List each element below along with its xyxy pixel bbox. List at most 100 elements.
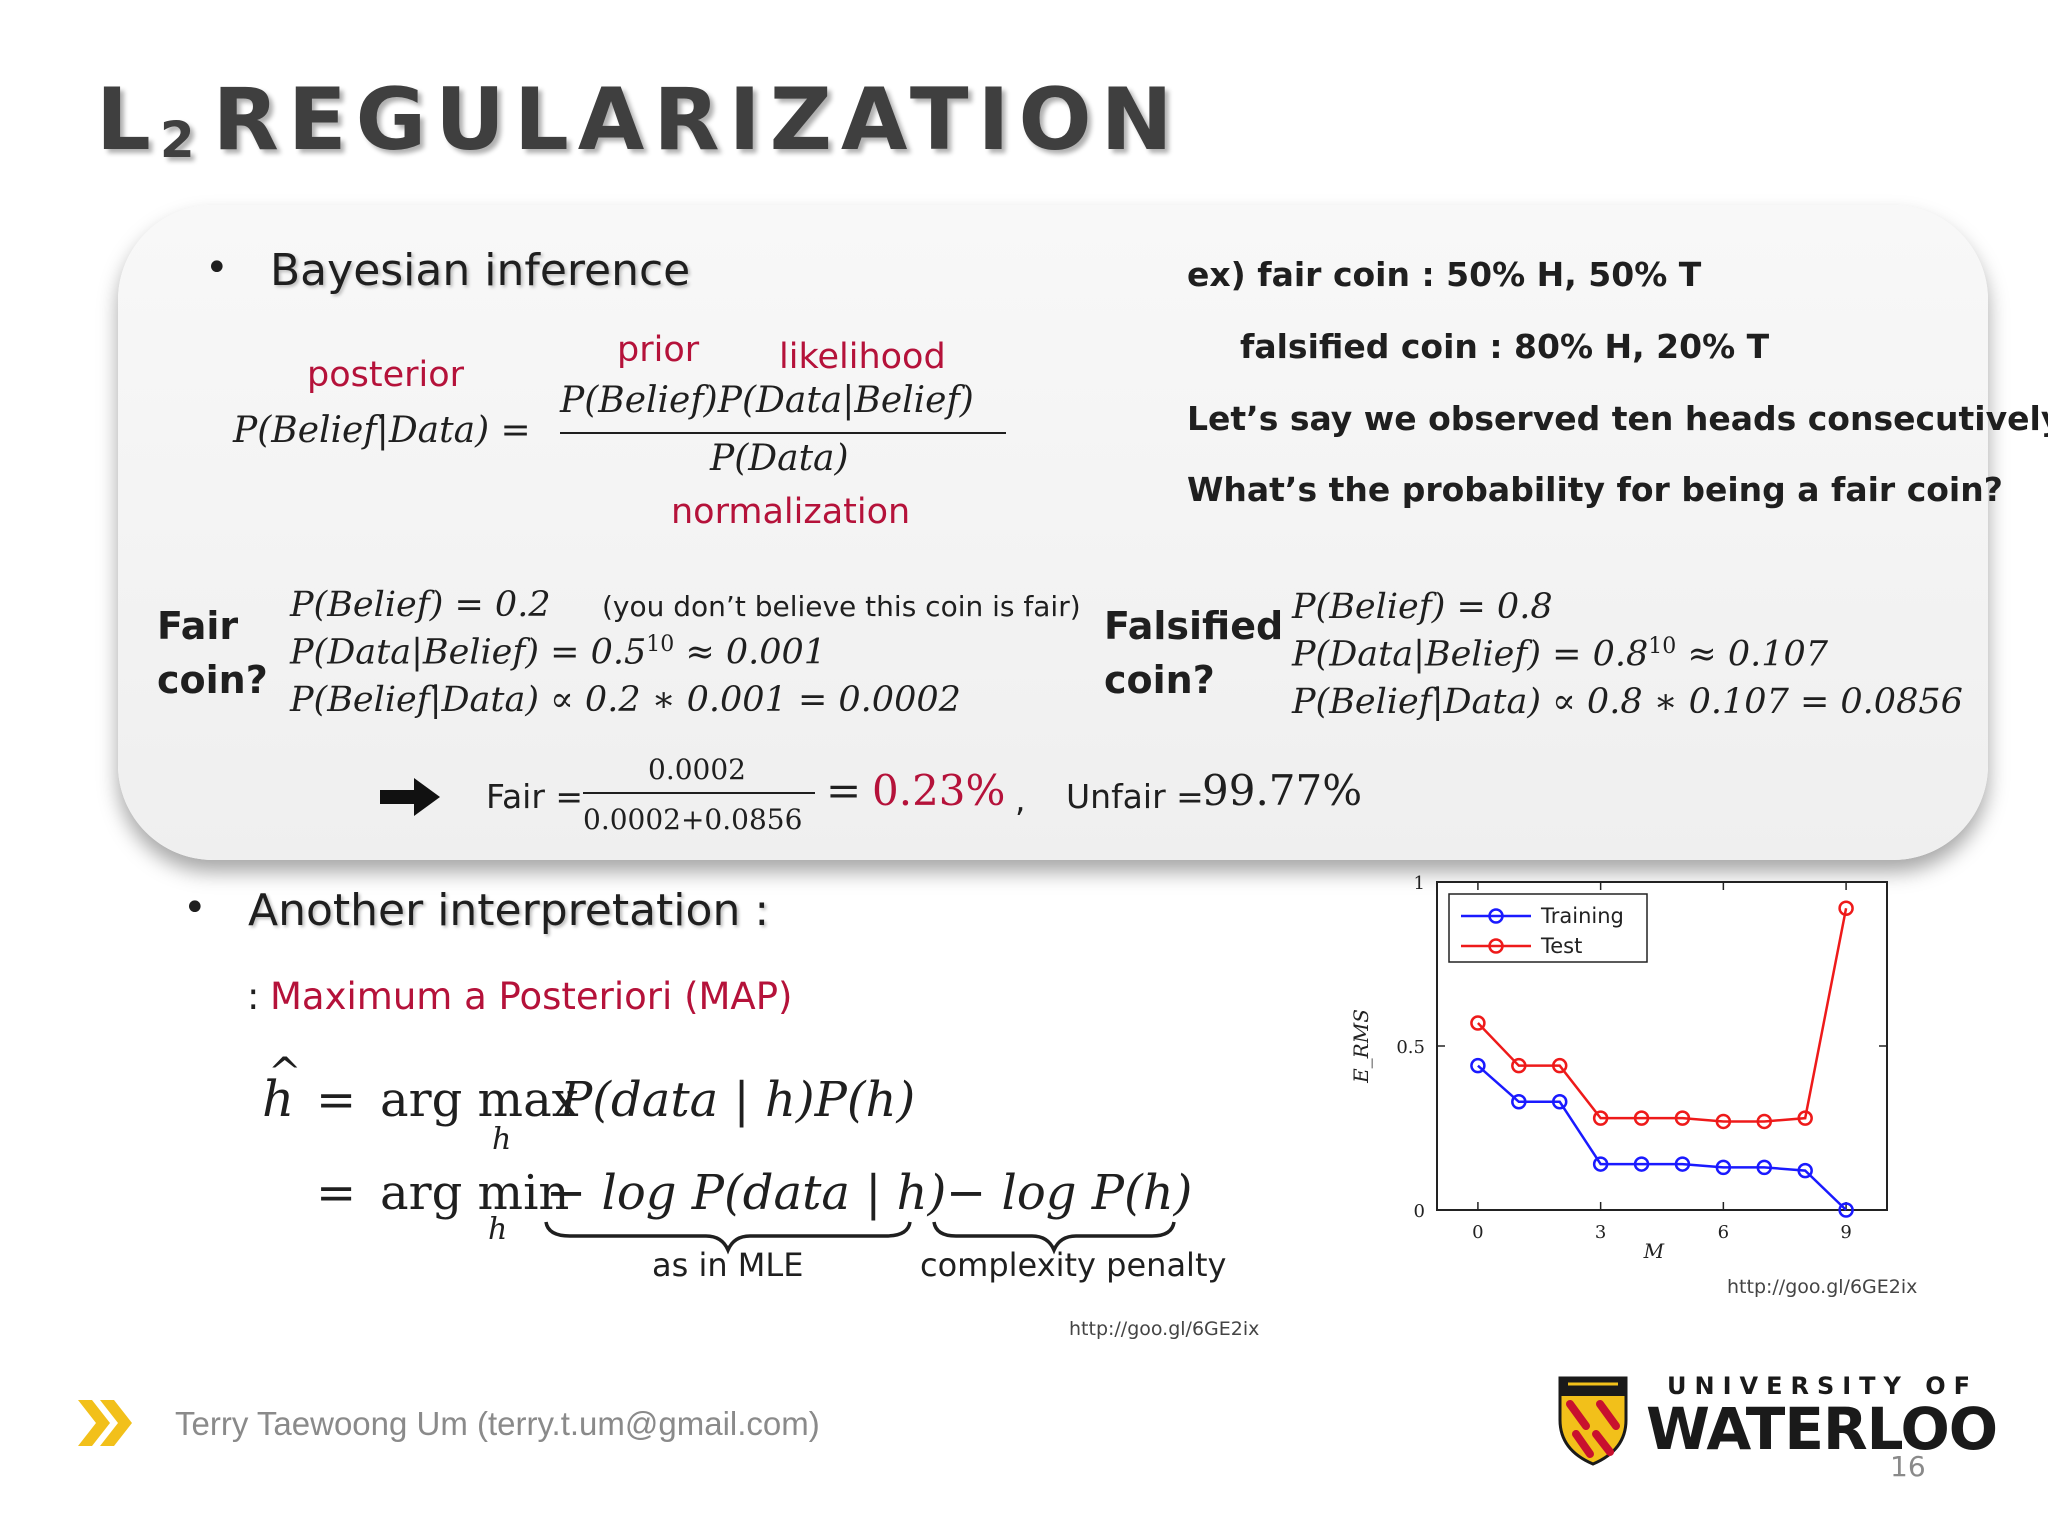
data-point-training — [1551, 1094, 1568, 1110]
hat-accent-icon: ^ — [268, 1050, 302, 1096]
waterloo-text: WATERLOO — [1646, 1395, 1998, 1463]
bayes-heading: Bayesian inference — [270, 245, 691, 296]
map-colon: : — [247, 975, 260, 1018]
map-expr-2b: − log P(h) — [946, 1165, 1193, 1221]
chevron-double-right-icon — [78, 1400, 132, 1446]
data-point-test — [1756, 1113, 1773, 1130]
map-equals-2: = — [316, 1165, 357, 1221]
bayes-lhs: P(Belief|Data) = — [233, 410, 531, 451]
legend-marker — [1488, 938, 1504, 954]
y-axis-label: E_RMS — [1349, 1009, 1373, 1084]
erms-chart: 0 3 6 9 0 0.5 1 M E_RMS Training Test — [1349, 873, 1888, 1260]
data-point-training — [1838, 1202, 1854, 1218]
y-tick-label: 0.5 — [1396, 1037, 1425, 1058]
university-of-text: UNIVERSITY OF — [1667, 1372, 1979, 1400]
underbrace-mle — [544, 1221, 912, 1255]
label-likelihood: likelihood — [779, 337, 946, 377]
data-point-training — [1470, 1057, 1486, 1074]
data-point-training — [1592, 1156, 1609, 1172]
x-tick-label: 9 — [1840, 1222, 1851, 1243]
waterloo-crest-logo — [1558, 1376, 1628, 1466]
series-line-test — [1477, 908, 1848, 1123]
data-point-test — [1511, 1057, 1527, 1074]
arrow-right-icon — [380, 778, 440, 816]
unfair-result-label: Unfair = — [1066, 777, 1204, 816]
fair-eq-2: P(Data|Belief) = 0.510 ≈ 0.001 — [290, 632, 827, 673]
data-point-training — [1756, 1159, 1773, 1176]
bayes-panel — [118, 205, 1988, 860]
fair-eq-3: P(Belief|Data) ∝ 0.2 ∗ 0.001 = 0.0002 — [290, 680, 961, 720]
label-normalization: normalization — [671, 492, 911, 532]
fair-label-1: Fair — [157, 604, 239, 648]
x-axis-label: M — [1643, 1239, 1665, 1260]
chart-plot-area: 0 3 6 9 0 0.5 1 M E_RMS Training Test — [1349, 873, 1888, 1260]
example-line-4: What’s the probability for being a fair … — [1187, 470, 2003, 509]
data-point-test — [1715, 1113, 1732, 1130]
author-footer: Terry Taewoong Um (terry.t.um@gmail.com) — [175, 1405, 820, 1442]
result-fraction-line — [583, 792, 815, 794]
bayes-denominator: P(Data) — [710, 438, 849, 479]
result-numerator: 0.0002 — [648, 753, 746, 786]
example-line-2: falsified coin : 80% H, 20% T — [1240, 327, 1770, 366]
slide-title: L2 REGULARIZATION — [96, 70, 1182, 170]
map-expr-1: P(data | h)P(h) — [560, 1072, 916, 1128]
bayes-numerator: P(Belief)P(Data|Belief) — [560, 380, 974, 421]
series-line-training — [1477, 1064, 1847, 1211]
fair-result-label: Fair = — [486, 777, 584, 816]
source-link-formula[interactable]: http://goo.gl/6GE2ix — [1069, 1318, 1260, 1340]
bayes-fraction-line — [560, 432, 1006, 434]
h-hat: h — [262, 1070, 295, 1128]
argmax-subscript: h — [492, 1122, 512, 1157]
result-denominator: 0.0002+0.0856 — [583, 803, 803, 836]
label-posterior: posterior — [307, 355, 465, 395]
fair-label-2: coin? — [157, 658, 268, 702]
data-point-test — [1592, 1110, 1609, 1126]
falsified-label-1: Falsified — [1104, 604, 1284, 648]
falsified-label-2: coin? — [1104, 658, 1215, 702]
brace-label-penalty: complexity penalty — [920, 1246, 1227, 1284]
page-number: 16 — [1890, 1450, 1926, 1483]
example-line-3: Let’s say we observed ten heads consecut… — [1187, 399, 2048, 438]
fair-result-value: 0.23% — [872, 766, 1006, 815]
falsified-eq-3: P(Belief|Data) ∝ 0.8 ∗ 0.107 = 0.0856 — [1292, 682, 1963, 722]
bullet-icon: • — [183, 885, 207, 931]
map-label: Maximum a Posteriori (MAP) — [270, 975, 793, 1018]
falsified-eq-2: P(Data|Belief) = 0.810 ≈ 0.107 — [1292, 634, 1829, 675]
map-expr-2a: − log P(data | h) — [546, 1165, 947, 1221]
data-point-test — [1674, 1110, 1691, 1126]
brace-label-mle: as in MLE — [652, 1246, 804, 1284]
x-tick-label: 3 — [1595, 1222, 1606, 1243]
data-point-training — [1715, 1159, 1732, 1176]
data-point-training — [1674, 1156, 1691, 1172]
result-equals: = — [826, 766, 862, 815]
data-point-training — [1633, 1156, 1650, 1172]
legend-label: Test — [1540, 934, 1582, 958]
argmin: arg min — [380, 1165, 570, 1221]
argmin-subscript: h — [488, 1212, 508, 1247]
unfair-result-value: 99.77% — [1202, 766, 1363, 815]
y-tick-label: 1 — [1414, 873, 1425, 894]
map-equals-1: = — [316, 1072, 357, 1128]
another-heading: Another interpretation : — [248, 885, 770, 936]
fair-note: (you don’t believe this coin is fair) — [602, 590, 1081, 623]
data-point-test — [1551, 1057, 1568, 1074]
data-point-test — [1633, 1110, 1650, 1126]
data-point-test — [1797, 1110, 1813, 1126]
argmax: arg max — [380, 1072, 579, 1128]
data-point-test — [1838, 900, 1854, 916]
data-point-training — [1511, 1094, 1527, 1110]
y-tick-label: 0 — [1414, 1201, 1425, 1222]
underbrace-penalty-path — [932, 1221, 1176, 1255]
x-tick-label: 0 — [1472, 1222, 1483, 1243]
source-link-chart[interactable]: http://goo.gl/6GE2ix — [1727, 1276, 1918, 1298]
data-point-test — [1470, 1015, 1486, 1031]
example-line-1: ex) fair coin : 50% H, 50% T — [1187, 255, 1702, 294]
data-point-training — [1797, 1162, 1813, 1179]
legend-label: Training — [1540, 904, 1624, 928]
legend-box — [1448, 893, 1648, 963]
underbraces — [544, 1221, 1176, 1255]
bullet-icon: • — [205, 245, 229, 291]
x-tick-label: 6 — [1718, 1222, 1729, 1243]
legend-marker — [1488, 908, 1504, 924]
label-prior: prior — [617, 330, 700, 370]
